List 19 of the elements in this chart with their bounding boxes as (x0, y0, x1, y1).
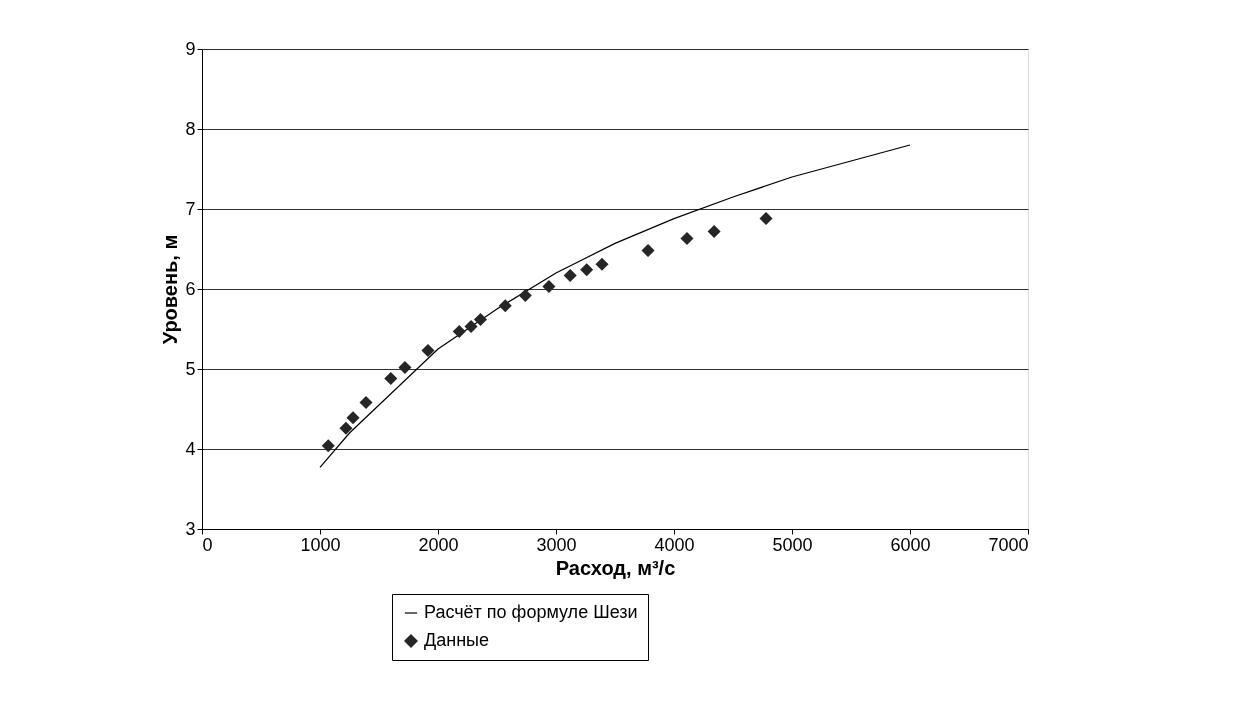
x-axis-title: Расход, м³/с (555, 556, 676, 579)
y-tick-label: 8 (185, 118, 196, 139)
y-tick-label: 6 (185, 278, 196, 299)
legend-label: Расчёт по формуле Шези (424, 602, 638, 622)
x-tick-label: 5000 (772, 534, 813, 555)
x-tick-label: 1000 (300, 534, 341, 555)
legend-label: Данные (424, 630, 490, 650)
x-tick-label: 2000 (418, 534, 459, 555)
y-tick-label: 3 (185, 518, 196, 539)
y-tick-label: 4 (185, 438, 196, 459)
y-tick-label: 7 (185, 198, 196, 219)
x-tick-label: 4000 (654, 534, 695, 555)
y-axis-title: Уровень, м (159, 234, 182, 345)
x-tick-label: 0 (202, 534, 213, 555)
y-tick-label: 9 (185, 38, 196, 59)
x-tick-label: 6000 (890, 534, 931, 555)
x-tick-label: 3000 (536, 534, 577, 555)
y-tick-label: 5 (185, 358, 196, 379)
x-tick-label: 7000 (988, 534, 1029, 555)
